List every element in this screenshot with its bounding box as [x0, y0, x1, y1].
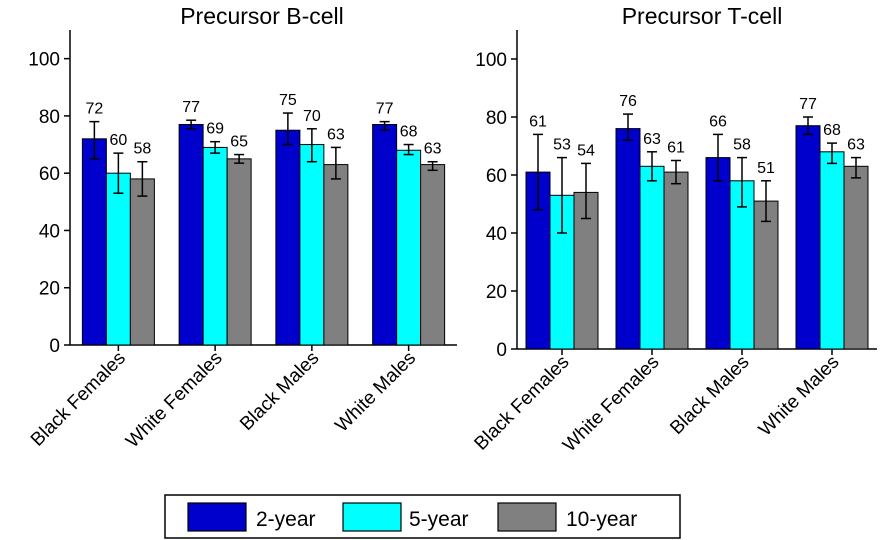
- legend-swatch-5-year: [342, 502, 402, 532]
- y-tick-label: 20: [39, 279, 60, 300]
- y-tick-label: 100: [28, 50, 60, 71]
- x-tick-label-white-males: White Males: [755, 352, 844, 441]
- bar-white-males-2-year: [372, 124, 398, 346]
- bar-black-males-2-year: [705, 157, 731, 350]
- bar-white-males-10-year: [420, 164, 446, 346]
- x-tick-label-white-females: White Females: [122, 348, 226, 452]
- bar-black-males-10-year: [753, 200, 779, 350]
- chart-panel-t-cell: Precursor T-cell 0 20 40 60 80 100 Black Femal…: [471, 3, 877, 456]
- y-tick-label: 60: [39, 164, 60, 185]
- bar-black-females-10-year: [129, 178, 155, 346]
- y-tick-label: 40: [39, 221, 60, 242]
- x-tick-label-black-females: Black Females: [471, 352, 574, 455]
- bar-white-males-5-year: [396, 149, 422, 346]
- y-tick-label: 80: [39, 107, 60, 128]
- bar-black-males-10-year: [323, 164, 349, 346]
- data-label-black-males-5-year: 58: [733, 137, 751, 154]
- x-tick-label-black-males: Black Males: [236, 348, 323, 435]
- bar-black-males-5-year: [299, 144, 325, 346]
- legend-frame: [164, 494, 681, 539]
- y-tick-label: 100: [475, 50, 507, 71]
- data-label-black-males-2-year: 75: [279, 92, 297, 109]
- legend-label-5-year: 5-year: [409, 508, 469, 531]
- data-label-black-females-2-year: 72: [85, 101, 103, 118]
- y-tick-label: 20: [486, 282, 507, 303]
- legend: 2-year 5-year 10-year: [164, 494, 681, 539]
- y-tick-label: 0: [496, 340, 507, 361]
- legend-label-2-year: 2-year: [256, 508, 316, 531]
- bar-white-females-10-year: [226, 158, 252, 346]
- data-label-white-males-5-year: 68: [823, 122, 841, 139]
- data-label-white-females-10-year: 61: [667, 140, 685, 157]
- data-label-black-males-5-year: 70: [303, 108, 321, 125]
- data-label-white-males-2-year: 77: [799, 96, 817, 113]
- x-tick-label-white-females: White Females: [559, 352, 663, 456]
- x-tick-label-black-males: Black Males: [666, 352, 753, 439]
- data-label-white-females-5-year: 63: [643, 131, 661, 148]
- data-label-black-males-2-year: 66: [709, 113, 727, 130]
- data-label-white-males-10-year: 63: [847, 137, 865, 154]
- bar-white-females-10-year: [663, 171, 689, 350]
- data-label-white-males-2-year: 77: [376, 101, 394, 118]
- data-label-black-females-5-year: 60: [109, 132, 127, 149]
- y-tick-label: 0: [49, 336, 60, 357]
- bar-white-females-5-year: [639, 165, 665, 350]
- x-tick-label-black-females: Black Females: [27, 348, 130, 451]
- data-label-white-females-2-year: 77: [182, 99, 200, 116]
- legend-swatch-10-year: [497, 502, 557, 532]
- data-label-black-females-5-year: 53: [553, 137, 571, 154]
- data-label-white-females-5-year: 69: [206, 121, 224, 138]
- legend-swatch-2-year: [187, 502, 247, 532]
- bar-white-males-5-year: [819, 151, 845, 350]
- chart-title: Precursor T-cell: [622, 3, 783, 29]
- data-label-white-males-10-year: 63: [424, 141, 442, 158]
- data-label-white-males-5-year: 68: [400, 124, 418, 141]
- data-label-white-females-2-year: 76: [619, 93, 637, 110]
- y-tick-label: 60: [486, 166, 507, 187]
- bar-white-females-2-year: [615, 128, 641, 350]
- bar-white-females-2-year: [178, 124, 204, 346]
- bar-white-males-10-year: [843, 165, 869, 350]
- bar-white-males-2-year: [795, 125, 821, 350]
- data-label-black-females-2-year: 61: [529, 113, 547, 130]
- bar-black-males-5-year: [729, 180, 755, 350]
- bar-black-males-2-year: [275, 129, 301, 346]
- data-label-black-females-10-year: 54: [577, 142, 595, 159]
- data-label-black-males-10-year: 63: [327, 126, 345, 143]
- bar-black-females-5-year: [105, 172, 131, 346]
- y-tick-label: 40: [486, 224, 507, 245]
- data-label-black-females-10-year: 58: [133, 141, 151, 158]
- chart-panel-b-cell: Precursor B-cell 0 20 40 60 80 100 Black Femal…: [27, 3, 457, 452]
- bar-black-females-2-year: [81, 138, 107, 346]
- data-label-black-males-10-year: 51: [757, 160, 775, 177]
- chart-title: Precursor B-cell: [180, 3, 344, 29]
- legend-label-10-year: 10-year: [566, 508, 637, 531]
- bar-white-females-5-year: [202, 146, 228, 346]
- y-tick-label: 80: [486, 108, 507, 129]
- x-tick-label-white-males: White Males: [331, 348, 420, 437]
- data-label-white-females-10-year: 65: [230, 134, 248, 151]
